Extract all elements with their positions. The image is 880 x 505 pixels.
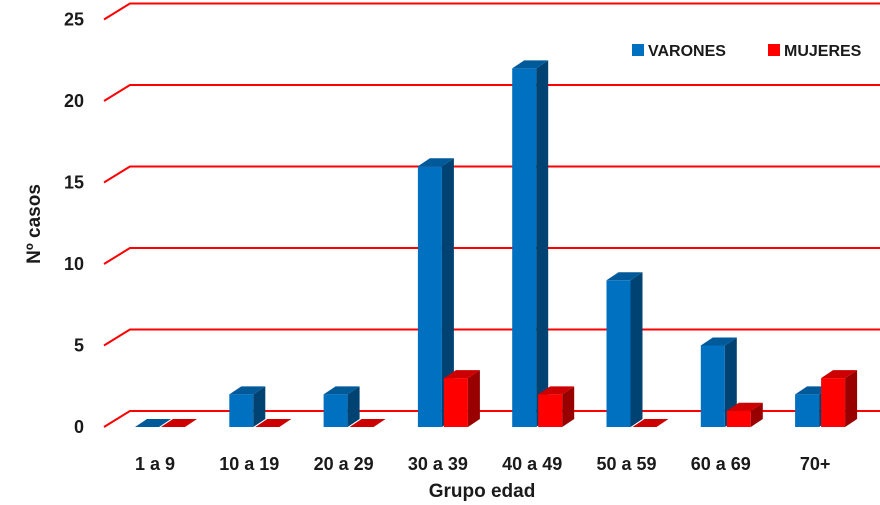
- bar-top: [323, 386, 360, 395]
- y-tick-label: 10: [64, 254, 84, 274]
- bar-top: [538, 386, 575, 395]
- y-tick-label: 0: [74, 417, 84, 437]
- bars: [135, 60, 858, 428]
- bar-varones: [606, 272, 643, 427]
- bar-mujeres: [538, 386, 575, 427]
- x-tick-label: 40 a 49: [502, 454, 562, 474]
- bar-top: [229, 386, 266, 395]
- legend-label-varones: VARONES: [648, 43, 726, 60]
- bar-side: [845, 370, 858, 427]
- y-tick-label: 5: [74, 336, 84, 356]
- bar-mujeres: [161, 419, 197, 428]
- gridline: [103, 165, 880, 184]
- y-tick-label: 25: [64, 10, 84, 30]
- bar-top: [632, 419, 669, 427]
- bar-top: [726, 402, 763, 411]
- bar-varones: [417, 158, 454, 427]
- bar-mujeres: [821, 370, 858, 427]
- bar-front: [417, 166, 442, 427]
- x-tick-label: 20 a 29: [314, 454, 374, 474]
- x-tick-label: 10 a 19: [219, 454, 279, 474]
- bar-top: [161, 419, 197, 427]
- x-tick-label: 30 a 39: [408, 454, 468, 474]
- bar-varones: [700, 337, 737, 427]
- y-axis-ticks: 0 5 10 15 20 25: [64, 10, 84, 438]
- bar-side: [467, 370, 480, 427]
- bar-side: [724, 337, 737, 427]
- bar-side: [750, 402, 763, 427]
- bar-top: [700, 337, 737, 346]
- bar-top: [417, 158, 454, 167]
- legend-label-mujeres: MUJERES: [784, 43, 862, 60]
- bar-side: [441, 158, 454, 427]
- gridline: [103, 247, 880, 265]
- bar-front: [323, 394, 348, 427]
- bar-mujeres: [726, 402, 763, 427]
- bar-front: [700, 345, 725, 427]
- bar-varones: [229, 386, 266, 427]
- bar-front: [443, 378, 468, 427]
- gridline: [103, 410, 880, 428]
- bar-varones: [323, 386, 360, 427]
- y-tick-label: 20: [64, 91, 84, 111]
- y-tick-label: 15: [64, 173, 84, 193]
- bar-side: [562, 386, 575, 427]
- bar-front: [512, 68, 537, 428]
- y-axis-label: Nº casos: [24, 184, 45, 264]
- bar-top: [821, 370, 858, 379]
- legend-swatch-mujeres: [768, 44, 780, 56]
- bar-top: [443, 370, 480, 379]
- bar-top: [512, 60, 549, 69]
- bar-top: [135, 419, 171, 427]
- x-tick-label: 60 a 69: [691, 454, 751, 474]
- bar-mujeres: [443, 370, 480, 427]
- bar-front: [606, 280, 631, 427]
- bar-top: [349, 419, 386, 427]
- legend: VARONES MUJERES: [632, 43, 862, 60]
- x-tick-label: 1 a 9: [135, 454, 175, 474]
- bar-front: [229, 394, 254, 427]
- bar-top: [255, 419, 292, 427]
- legend-swatch-varones: [632, 44, 644, 56]
- gridline: [103, 84, 880, 102]
- gridline: [103, 328, 880, 347]
- bar-varones: [135, 419, 171, 428]
- bar-side: [347, 386, 360, 427]
- gridline: [103, 2, 880, 21]
- bar-front: [538, 394, 563, 427]
- bar-mujeres: [255, 419, 292, 428]
- bar-side: [630, 272, 643, 427]
- bar-varones: [512, 60, 549, 428]
- bar-front: [726, 410, 751, 427]
- bar-front: [795, 394, 820, 427]
- x-tick-label: 50 a 59: [596, 454, 656, 474]
- x-axis-label: Grupo edad: [429, 481, 536, 502]
- bar-side: [536, 60, 549, 428]
- bar-side: [253, 386, 266, 427]
- x-axis-ticks: 1 a 9 10 a 19 20 a 29 30 a 39 40 a 49 50 a 59…: [135, 454, 830, 474]
- x-tick-label: 70+: [800, 454, 831, 474]
- bar-mujeres: [632, 419, 669, 428]
- bar-mujeres: [349, 419, 386, 428]
- gridlines: [103, 2, 880, 428]
- bar-front: [821, 378, 846, 427]
- bar-top: [606, 272, 643, 281]
